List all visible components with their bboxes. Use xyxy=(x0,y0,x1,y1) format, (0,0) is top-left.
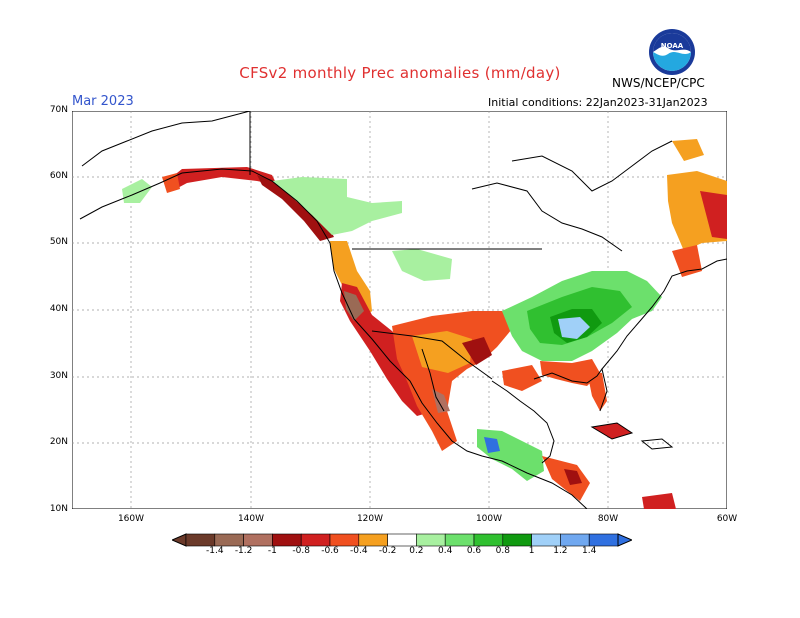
colorbar-tick-label: 0.6 xyxy=(466,546,482,556)
colorbar-tick-label: 0.8 xyxy=(495,546,510,556)
initial-conditions: Initial conditions: 22Jan2023-31Jan2023 xyxy=(488,96,708,109)
agency-label: NWS/NCEP/CPC xyxy=(612,76,705,90)
colorbar-tick-label: -0.2 xyxy=(378,546,397,556)
lat-label-20n: 20N xyxy=(49,437,68,447)
colorbar-tick-label: -0.4 xyxy=(350,546,368,556)
colorbar-bin xyxy=(243,533,273,547)
colorbar-bin xyxy=(214,533,244,547)
colorbar-bin xyxy=(387,533,417,547)
lat-label-10n: 10N xyxy=(49,504,68,514)
logo-text: NOAA xyxy=(661,42,684,50)
colorbar xyxy=(172,533,632,547)
forecast-month: Mar 2023 xyxy=(72,94,134,109)
lat-label-30n: 30N xyxy=(49,371,68,381)
lat-label-70n: 70N xyxy=(49,105,68,115)
lon-label-60w: 60W xyxy=(716,514,738,524)
colorbar-tick-label: -1 xyxy=(267,546,277,556)
colorbar-tick-label: 0.4 xyxy=(438,546,453,556)
lon-label-80w: 80W xyxy=(597,514,619,524)
colorbar-tick-label: -1.4 xyxy=(206,546,224,556)
colorbar-high-arrow xyxy=(617,533,632,547)
lat-label-60n: 60N xyxy=(49,171,68,181)
colorbar-bin xyxy=(560,533,590,547)
colorbar-bin xyxy=(329,533,360,547)
lon-label-100w: 100W xyxy=(475,514,503,524)
colorbar-bin xyxy=(300,533,331,547)
colorbar-tick-label: -1.2 xyxy=(234,546,253,556)
lat-label-50n: 50N xyxy=(49,237,68,247)
colorbar-tick-label: 0.2 xyxy=(409,546,424,556)
colorbar-tick-label: -0.6 xyxy=(321,546,339,556)
colorbar-bin xyxy=(444,533,475,547)
lon-label-140w: 140W xyxy=(237,514,265,524)
colorbar-tick-label: 1.4 xyxy=(582,546,597,556)
colorbar-tick-label: 1 xyxy=(528,546,535,556)
colorbar-bin xyxy=(416,533,446,547)
noaa-logo: NOAA xyxy=(649,29,695,75)
map-title: CFSv2 monthly Prec anomalies (mm/day) xyxy=(239,64,561,82)
colorbar-bin xyxy=(272,533,302,547)
lat-label-40n: 40N xyxy=(49,304,68,314)
colorbar-tick-label: -0.8 xyxy=(292,546,310,556)
colorbar-bin xyxy=(185,533,216,547)
colorbar-bin xyxy=(531,533,561,547)
anomaly-map xyxy=(72,111,727,509)
lon-label-160w: 160W xyxy=(117,514,145,524)
colorbar-tick-label: 1.2 xyxy=(553,546,568,556)
colorbar-low-arrow xyxy=(172,533,187,547)
lon-label-120w: 120W xyxy=(356,514,384,524)
colorbar-bin xyxy=(588,533,619,547)
coastlines xyxy=(79,111,727,509)
colorbar-bin xyxy=(358,533,388,547)
colorbar-bin xyxy=(502,533,532,547)
colorbar-bin xyxy=(473,533,504,547)
